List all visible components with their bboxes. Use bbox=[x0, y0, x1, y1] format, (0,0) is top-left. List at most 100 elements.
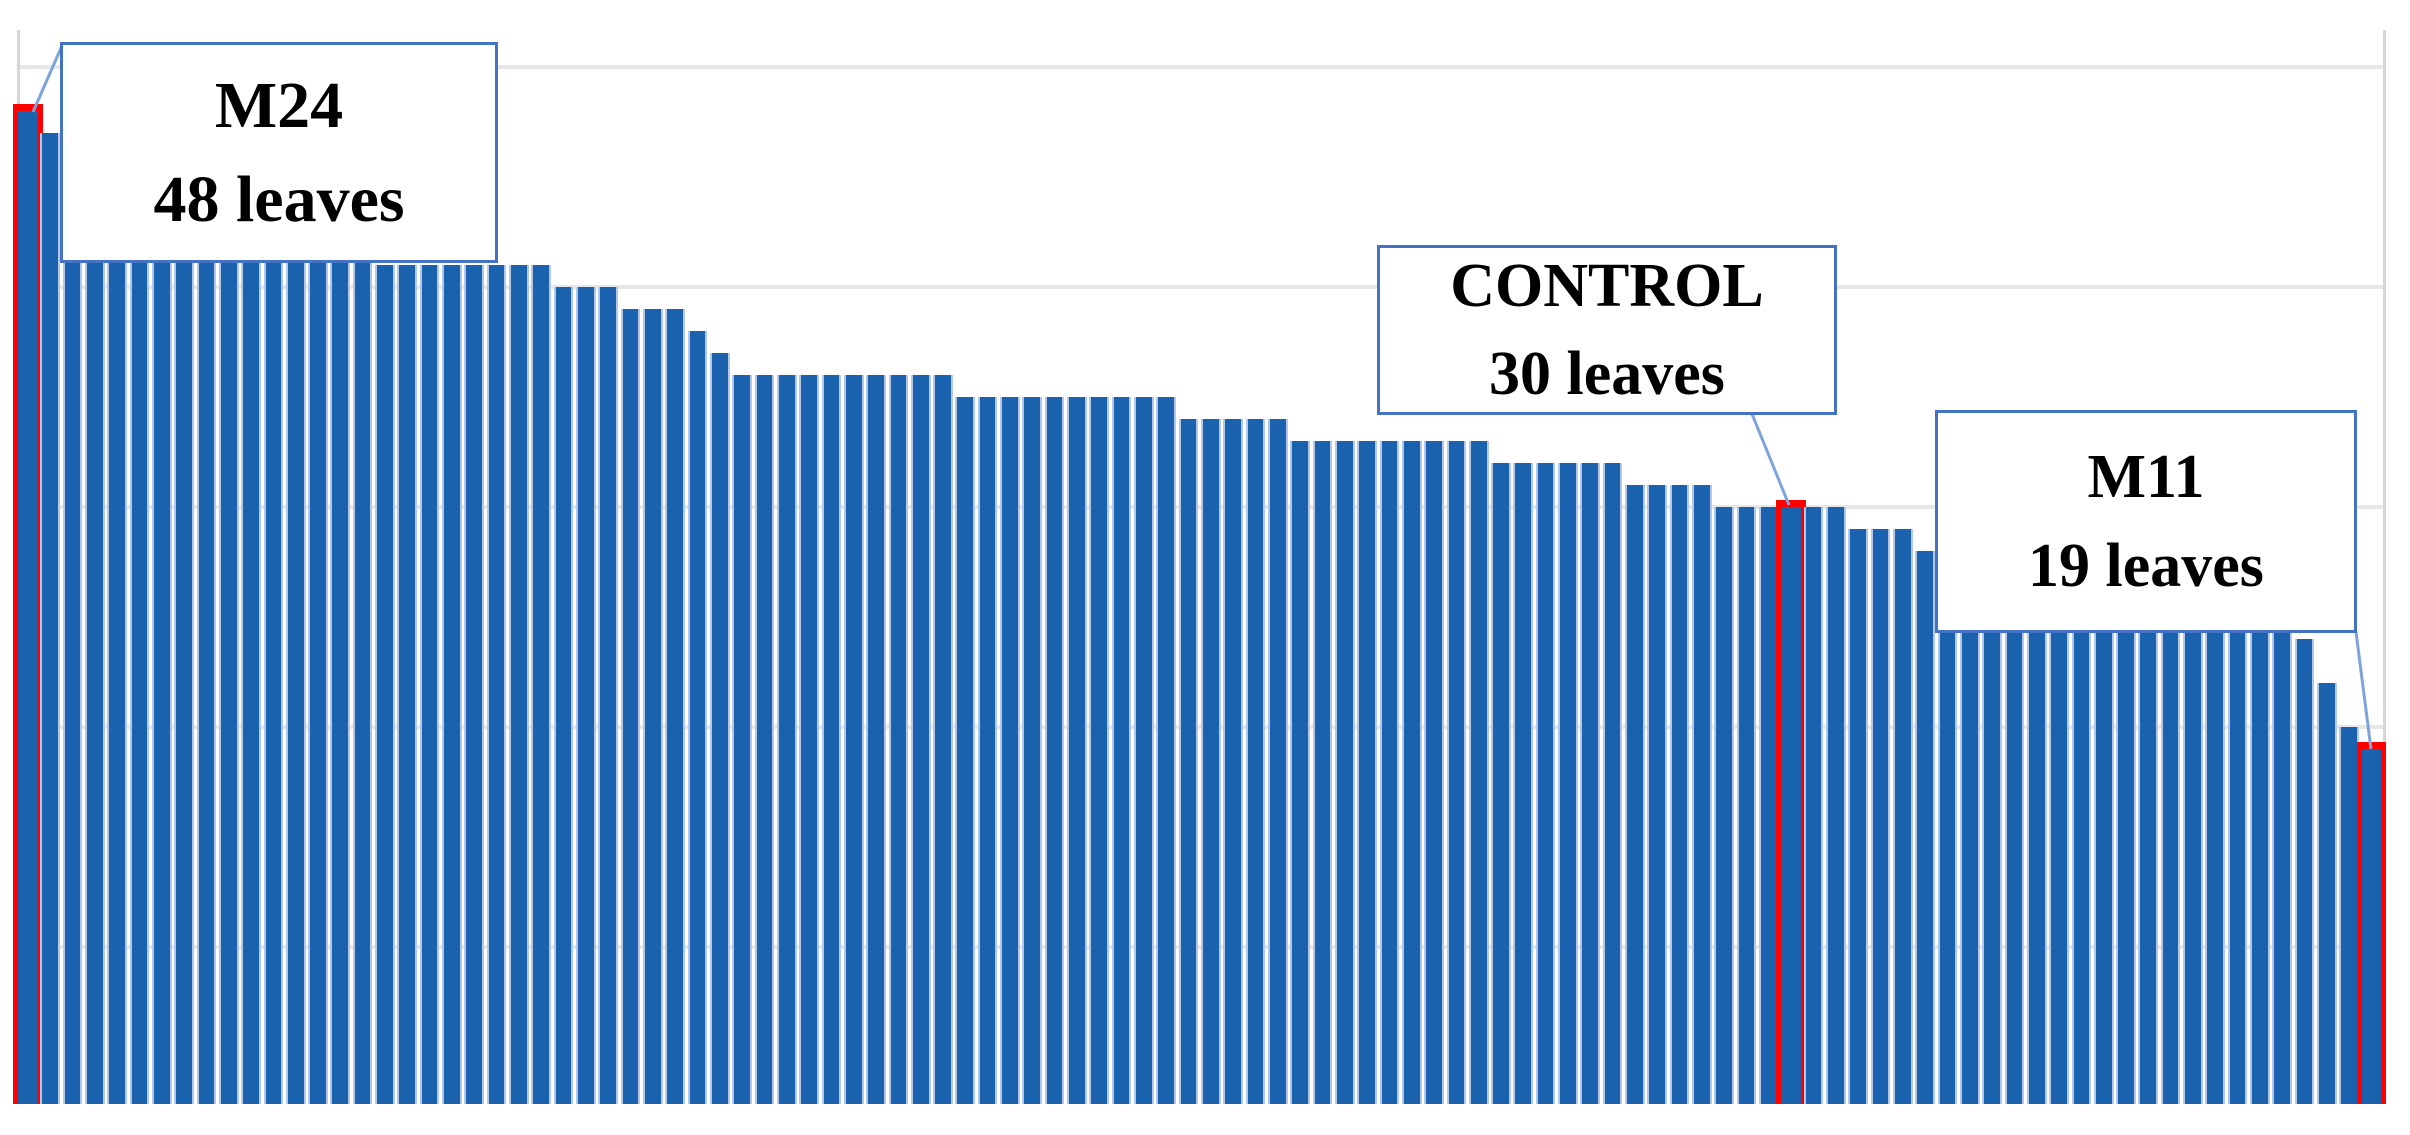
bar-77 bbox=[1714, 507, 1735, 1104]
callout-m11-title: M11 bbox=[2087, 443, 2205, 512]
bar-43 bbox=[955, 397, 976, 1104]
bar-99 bbox=[2205, 617, 2226, 1104]
bar-101 bbox=[2250, 617, 2270, 1104]
plot-border-right bbox=[2383, 30, 2386, 1104]
callout-m11-value: 19 leaves bbox=[2028, 531, 2264, 600]
bar-93 bbox=[2071, 573, 2092, 1104]
bar-41 bbox=[910, 375, 931, 1104]
bar-35 bbox=[776, 375, 797, 1104]
bar-62 bbox=[1379, 441, 1400, 1104]
callout-control: CONTROL 30 leaves bbox=[1377, 245, 1837, 415]
bar-53 bbox=[1178, 419, 1199, 1104]
bar-63 bbox=[1401, 441, 1422, 1104]
bar-45 bbox=[1000, 397, 1020, 1104]
bar-48 bbox=[1067, 397, 1087, 1104]
bar-39 bbox=[866, 375, 886, 1104]
bar-32 bbox=[709, 353, 730, 1104]
bar-52 bbox=[1156, 397, 1177, 1104]
bar-55 bbox=[1223, 419, 1243, 1104]
bar-37 bbox=[821, 375, 842, 1104]
bar-25 bbox=[553, 287, 574, 1104]
bar-16 bbox=[352, 243, 373, 1104]
bar-12 bbox=[263, 221, 284, 1104]
bar-67 bbox=[1491, 463, 1511, 1104]
bar-13 bbox=[285, 243, 306, 1104]
highlighted-bar-1 bbox=[13, 104, 43, 1104]
bar-69 bbox=[1535, 463, 1556, 1104]
bar-61 bbox=[1357, 441, 1377, 1104]
bar-44 bbox=[977, 397, 998, 1104]
bar-96 bbox=[2138, 595, 2159, 1104]
bar-104 bbox=[2317, 683, 2337, 1104]
bar-26 bbox=[576, 287, 596, 1104]
bar-20 bbox=[442, 265, 462, 1104]
bar-34 bbox=[754, 375, 775, 1104]
bar-76 bbox=[1692, 485, 1712, 1104]
bar-74 bbox=[1647, 485, 1668, 1104]
bar-42 bbox=[933, 375, 953, 1104]
bar-102 bbox=[2272, 617, 2293, 1104]
bar-11 bbox=[241, 221, 261, 1104]
callout-m24-value: 48 leaves bbox=[153, 162, 405, 236]
bar-29 bbox=[642, 309, 663, 1104]
bar-27 bbox=[598, 287, 619, 1104]
callout-m24: M24 48 leaves bbox=[60, 42, 498, 263]
highlighted-bar-106 bbox=[2356, 742, 2387, 1104]
bar-81 bbox=[1803, 507, 1824, 1104]
bar-fill bbox=[1781, 507, 1802, 1104]
callout-m11: M11 19 leaves bbox=[1935, 410, 2357, 633]
bar-84 bbox=[1870, 529, 1891, 1104]
bar-9 bbox=[196, 199, 217, 1104]
bar-5 bbox=[107, 177, 127, 1104]
bar-71 bbox=[1580, 463, 1601, 1104]
bar-56 bbox=[1245, 419, 1266, 1104]
bar-2 bbox=[40, 133, 60, 1104]
bar-fill bbox=[18, 111, 38, 1104]
bar-78 bbox=[1736, 507, 1757, 1104]
bar-38 bbox=[843, 375, 864, 1104]
bar-58 bbox=[1290, 441, 1310, 1104]
bar-72 bbox=[1602, 463, 1623, 1104]
bar-6 bbox=[129, 177, 150, 1104]
bar-19 bbox=[419, 265, 440, 1104]
bar-10 bbox=[218, 221, 239, 1104]
gridline-50 bbox=[18, 65, 2384, 69]
bar-64 bbox=[1424, 441, 1444, 1104]
bar-31 bbox=[687, 331, 708, 1104]
bar-88 bbox=[1959, 551, 1980, 1104]
bar-73 bbox=[1625, 485, 1645, 1104]
bar-18 bbox=[397, 265, 418, 1104]
bar-51 bbox=[1134, 397, 1154, 1104]
bar-92 bbox=[2049, 573, 2069, 1104]
bar-3 bbox=[62, 155, 83, 1104]
bar-98 bbox=[2183, 617, 2203, 1104]
bar-7 bbox=[151, 199, 172, 1104]
bar-82 bbox=[1825, 507, 1846, 1104]
bar-91 bbox=[2026, 573, 2047, 1104]
bar-103 bbox=[2294, 639, 2315, 1104]
bar-fill bbox=[2361, 749, 2382, 1104]
bar-65 bbox=[1446, 441, 1467, 1104]
bar-54 bbox=[1201, 419, 1221, 1104]
bar-95 bbox=[2116, 595, 2136, 1104]
bar-68 bbox=[1513, 463, 1534, 1104]
bar-36 bbox=[799, 375, 819, 1104]
bar-40 bbox=[888, 375, 909, 1104]
bar-4 bbox=[84, 177, 105, 1104]
bar-15 bbox=[330, 243, 351, 1104]
bar-100 bbox=[2227, 617, 2248, 1104]
bar-46 bbox=[1022, 397, 1043, 1104]
bar-30 bbox=[665, 309, 685, 1104]
bar-28 bbox=[620, 309, 641, 1104]
bar-60 bbox=[1334, 441, 1355, 1104]
bar-66 bbox=[1468, 441, 1489, 1104]
bar-57 bbox=[1267, 419, 1288, 1104]
bar-59 bbox=[1312, 441, 1333, 1104]
bar-90 bbox=[2004, 573, 2025, 1104]
bar-23 bbox=[509, 265, 529, 1104]
bar-14 bbox=[308, 243, 328, 1104]
bar-47 bbox=[1044, 397, 1065, 1104]
callout-control-title: CONTROL bbox=[1450, 251, 1764, 320]
